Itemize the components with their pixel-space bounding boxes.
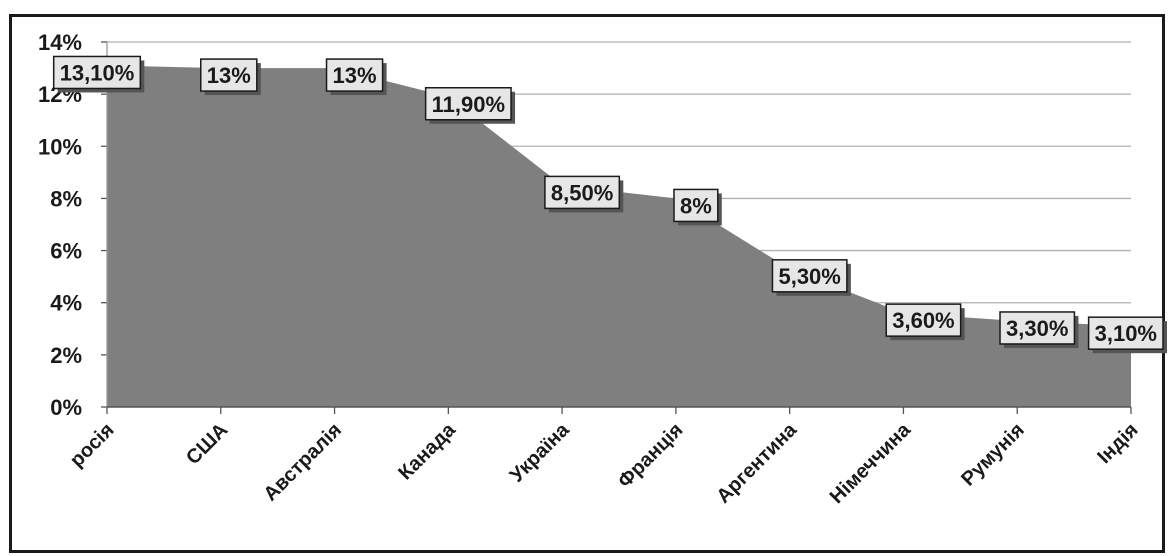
data-label: 3,60% — [885, 303, 965, 341]
data-label-text: 8,50% — [551, 180, 613, 205]
data-label-box — [544, 175, 621, 210]
y-tick-label: 10% — [38, 134, 82, 159]
y-tick-label: 14% — [38, 30, 82, 55]
x-category-label: Аргентина — [712, 418, 801, 507]
data-label-box — [1087, 316, 1164, 350]
data-label-text: 5,30% — [778, 264, 840, 289]
data-label-box — [999, 311, 1076, 345]
data-label-box — [52, 55, 142, 90]
data-label: 8% — [673, 188, 722, 226]
data-label-text: 13% — [207, 63, 251, 88]
data-label-text: 3,10% — [1095, 321, 1157, 346]
x-category-label: Франція — [614, 419, 688, 493]
area-fill — [107, 65, 1131, 407]
x-category-label: США — [182, 419, 232, 469]
data-label: 11,90% — [424, 87, 516, 124]
x-axis — [101, 41, 1132, 414]
x-category-label: Німеччина — [826, 418, 916, 508]
data-label: 3,30% — [999, 311, 1079, 348]
y-tick-label: 8% — [50, 186, 82, 211]
x-axis-category-labels: росія США Австралія Канада Україна Франція Арг… — [66, 418, 1143, 508]
data-label-text: 3,30% — [1006, 316, 1068, 341]
data-label: 13,10% — [52, 55, 145, 93]
data-label-text: 3,60% — [892, 308, 954, 333]
y-tick-label: 4% — [50, 291, 82, 316]
x-category-label: Канада — [394, 418, 460, 484]
data-label-text: 11,90% — [432, 92, 505, 117]
x-category-label: Індія — [1093, 419, 1142, 468]
x-category-label: Австралія — [260, 419, 347, 506]
y-tick-label: 2% — [50, 343, 82, 368]
data-label-box — [424, 87, 512, 121]
data-label-text: 13,10% — [60, 60, 135, 85]
data-label-text: 13% — [333, 63, 377, 88]
x-category-label: росія — [66, 419, 119, 472]
data-label: 13% — [325, 58, 387, 96]
data-label: 8,50% — [544, 175, 624, 213]
data-label-box — [771, 259, 848, 293]
data-label-text: 8% — [680, 193, 712, 218]
data-labels: 13,10% 13% 13% 11,90% 8,50% 8% 5,30% 3,60% 3,30%… — [52, 55, 1167, 354]
data-label: 5,30% — [771, 259, 851, 296]
x-category-label: Румунія — [957, 419, 1029, 491]
y-tick-label: 0% — [50, 395, 82, 420]
y-tick-label: 6% — [50, 239, 82, 264]
data-label: 13% — [200, 58, 261, 96]
data-label-box — [885, 303, 962, 337]
x-category-label: Україна — [506, 418, 574, 486]
data-label-box — [673, 188, 719, 223]
data-label-box — [200, 58, 258, 92]
data-label: 3,10% — [1087, 316, 1167, 354]
data-label-box — [325, 58, 384, 92]
area-series — [107, 65, 1131, 407]
